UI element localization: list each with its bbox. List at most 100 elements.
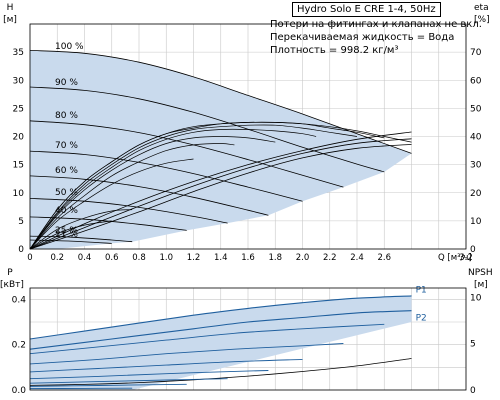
top-y-right-tick: 0 [470, 245, 476, 255]
top-y-left-tick: 10 [13, 189, 25, 199]
power-curve-70 [29, 358, 303, 373]
speed-label: 90 % [55, 78, 78, 88]
eta-curve-40 [29, 158, 194, 250]
bottom-y-left-tick: 0.0 [12, 386, 27, 396]
top-y-left-tick: 15 [13, 161, 24, 171]
power-envelope [30, 295, 412, 390]
top-x-tick: 0.8 [132, 253, 146, 263]
top-x-tick: 2.6 [377, 253, 391, 263]
top-y-right-unit: [%] [474, 15, 490, 25]
p2-label: P2 [416, 314, 427, 324]
top-x-tick: 1.0 [159, 253, 173, 263]
top-y-right-tick: 60 [470, 76, 482, 86]
note-density: Плотность = 998.2 кг/м³ [270, 45, 399, 56]
bottom-y-right-label: NPSH [468, 268, 493, 278]
power-area [30, 295, 412, 390]
speed-label: 60 % [55, 166, 78, 176]
top-y-left-label: H [7, 3, 14, 13]
top-frame [29, 23, 467, 250]
top-y-right-label: eta [474, 3, 489, 13]
top-y-right-tick: 50 [470, 104, 482, 114]
top-y-left-tick: 30 [13, 76, 25, 86]
top-y-right-tick: 40 [470, 133, 482, 143]
top-axes: 0 5 10 15 20 25 30 35 0 10 20 30 40 50 60 70 0 0.2 0.4 0.6 0… [3, 3, 489, 263]
p1-label: P1 [416, 286, 427, 296]
head-curve [29, 86, 385, 173]
top-y-left-tick: 20 [13, 133, 25, 143]
power-curve-80 [29, 343, 344, 365]
eta-curve-70 [29, 128, 317, 250]
bottom-frame [29, 287, 467, 391]
power-curve-40 [29, 383, 187, 387]
model-label: Hydro Solo E CRE 1-4, 50Hz [292, 2, 441, 17]
top-x-tick: 1.8 [268, 253, 282, 263]
top-x-tick: 2.2 [323, 253, 337, 263]
power-curve-90 [29, 323, 385, 355]
system-curve-2 [29, 144, 412, 250]
bottom-y-right-tick: 0 [470, 386, 476, 396]
head-curve [29, 150, 303, 202]
head-curve [29, 120, 344, 188]
operating-envelope [30, 50, 412, 249]
operating-area [30, 50, 412, 249]
speed-label: 21 % [55, 230, 78, 240]
top-y-left-tick: 5 [18, 217, 24, 227]
top-y-right-tick: 20 [470, 189, 482, 199]
head-curve [29, 175, 269, 216]
power-curve-50 [29, 378, 228, 384]
head-curve [29, 216, 187, 231]
power-series-P2 [29, 310, 412, 350]
bottom-axes: 0.0 0.2 0.4 0 5 10 P [кВт] NPSH [м] [0, 268, 493, 396]
speed-label: 25 % [55, 226, 78, 236]
speed-label: 100 % [55, 42, 84, 52]
bottom-y-right-tick: 10 [470, 293, 482, 303]
speed-label: 50 % [55, 188, 78, 198]
bottom-y-left-label: P [7, 268, 13, 278]
power-curve-60 [29, 370, 269, 380]
bottom-y-left-unit: [кВт] [0, 280, 24, 290]
eta-curve-25 [29, 209, 133, 250]
top-y-right-tick: 10 [470, 217, 482, 227]
top-x-tick: 0.4 [78, 253, 92, 263]
eta-curve-50 [29, 143, 235, 250]
bottom-y-right-tick: 5 [470, 340, 476, 350]
speed-label: 80 % [55, 111, 78, 121]
bottom-y-right-unit: [м] [474, 280, 488, 290]
top-y-right-tick: 70 [470, 48, 482, 58]
bottom-y-left-tick: 0.2 [12, 341, 26, 351]
top-x-tick: 0.6 [105, 253, 119, 263]
top-y-right-tick: 30 [470, 161, 482, 171]
bottom-curves: P1 P2 [29, 286, 427, 390]
head-curve [29, 50, 412, 154]
note-losses: Потери на фитингах и клапанах не вкл. [270, 19, 482, 30]
eta-curve-80 [29, 124, 358, 250]
top-x-tick: 0.2 [50, 253, 64, 263]
top-curves: 100 % 90 % 80 % 70 % 60 % 50 % 40 % 25 %21 % [29, 42, 412, 250]
top-y-left-tick: 25 [13, 104, 24, 114]
top-y-left-tick: 35 [13, 48, 24, 58]
eta-curve-21 [29, 220, 112, 250]
top-x-tick: 2.4 [350, 253, 364, 263]
top-x-tick: 3.2 [459, 253, 473, 263]
top-x-tick: 1.6 [241, 253, 255, 263]
top-x-tick: 0 [27, 253, 32, 263]
system-curve-0 [29, 131, 412, 250]
system-curve-1 [29, 138, 412, 250]
head-curve [29, 235, 133, 243]
top-x-tick: 2.0 [296, 253, 310, 263]
npsh-curve [29, 358, 412, 386]
top-y-left-unit: [м] [3, 15, 17, 25]
power-series-P1 [29, 295, 412, 340]
speed-label: 70 % [55, 141, 78, 151]
note-liquid: Перекачиваемая жидкость = Вода [270, 32, 455, 43]
top-x-tick: 1.4 [214, 253, 228, 263]
head-curve [29, 239, 112, 244]
top-x-label: Q [м³/ч] [438, 253, 472, 263]
top-x-tick: 1.2 [187, 253, 201, 263]
eta-curve-60 [29, 136, 276, 250]
bottom-y-left-tick: 0.4 [12, 295, 27, 305]
head-curve [29, 198, 228, 224]
speed-label: 40 % [55, 206, 78, 216]
top-y-left-tick: 0 [18, 245, 24, 255]
